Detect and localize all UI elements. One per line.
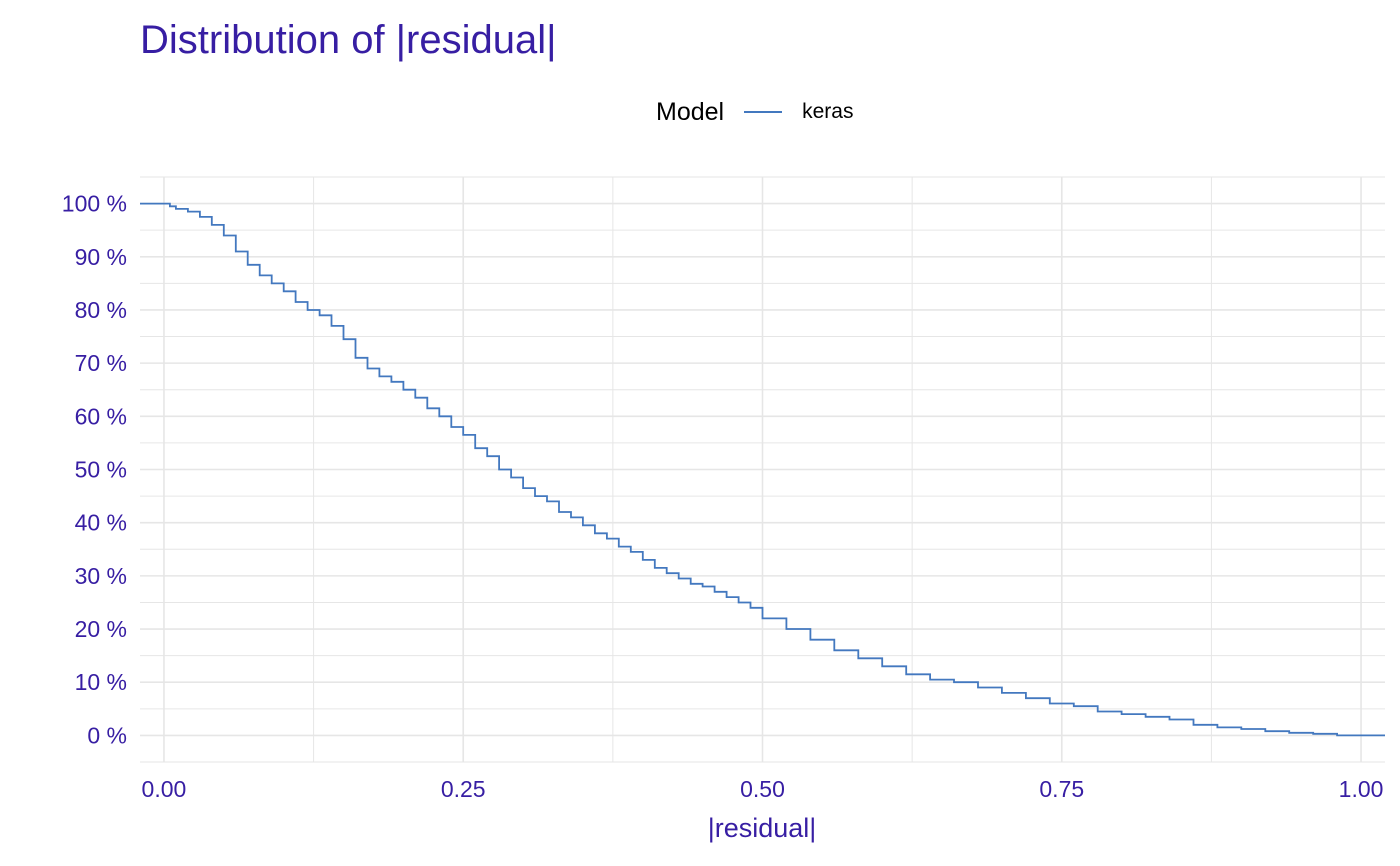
legend-key-keras bbox=[744, 111, 783, 113]
y-tick-label: 20 % bbox=[75, 616, 127, 642]
legend: Model keras bbox=[656, 96, 853, 128]
x-tick-label: 0.25 bbox=[441, 776, 486, 802]
y-axis-tick-labels: 0 % 10 % 20 % 30 % 40 % 50 % 60 % 70 % 80 % 90 % 1… bbox=[62, 191, 127, 749]
legend-title: Model bbox=[656, 97, 725, 126]
x-tick-label: 0.00 bbox=[142, 776, 187, 802]
y-tick-label: 50 % bbox=[75, 457, 127, 483]
y-tick-label: 30 % bbox=[75, 563, 127, 589]
grid-lines bbox=[140, 176, 1385, 763]
series-line-keras bbox=[140, 202, 1385, 737]
legend-label-keras: keras bbox=[802, 100, 854, 123]
x-axis-title: |residual| bbox=[708, 813, 817, 843]
y-tick-label: 90 % bbox=[75, 244, 127, 270]
x-tick-label: 0.75 bbox=[1039, 776, 1084, 802]
y-tick-label: 10 % bbox=[75, 669, 127, 695]
y-tick-label: 0 % bbox=[87, 722, 127, 748]
y-tick-label: 100 % bbox=[62, 191, 127, 217]
y-tick-label: 70 % bbox=[75, 350, 127, 376]
x-tick-label: 1.00 bbox=[1339, 776, 1384, 802]
y-tick-label: 80 % bbox=[75, 297, 127, 323]
chart-title: Distribution of |residual| bbox=[140, 18, 557, 62]
series-lines bbox=[140, 202, 1385, 737]
y-tick-label: 60 % bbox=[75, 403, 127, 429]
x-axis-tick-labels: 0.00 0.25 0.50 0.75 1.00 bbox=[142, 776, 1384, 802]
y-tick-label: 40 % bbox=[75, 510, 127, 536]
x-tick-label: 0.50 bbox=[740, 776, 785, 802]
